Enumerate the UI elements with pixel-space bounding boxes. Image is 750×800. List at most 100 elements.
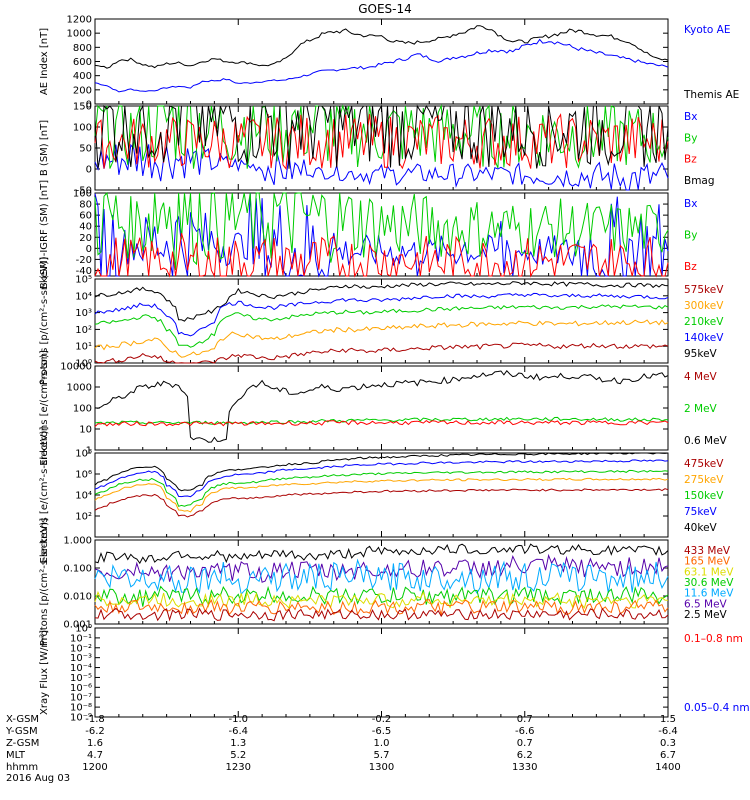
ephemeris-value: -6.2 [85,726,105,737]
legend-0-05-0-4-nm: 0.05–0.4 nm [684,702,750,714]
legend-by: By [684,132,697,144]
ephemeris-value: 1200 [82,762,107,773]
series-40kev [94,488,669,518]
panel-frame [94,365,669,451]
legend-575kev: 575keV [684,284,724,296]
ephemeris-value: -1.0 [228,714,248,725]
series-11-6-mev [94,558,669,596]
ephemeris-value: 6.7 [660,750,676,761]
legend-bx: Bx [684,111,697,123]
y-tick-label: 0.010 [63,592,92,603]
panel-ae: 0 200 400 600 800 1000 1200 AE Index [nT] Kyoto … [39,15,739,111]
y-tick-label: 10⁰ [75,624,92,635]
y-tick-label: 10⁻² [70,643,92,654]
ephemeris-value: 1330 [512,762,537,773]
panel-frame [94,452,669,538]
y-tick-label: 10⁻³ [70,653,92,664]
y-axis-label: Electrons [e/(cm²-s-sr-keV)] [39,426,50,563]
ephemeris-value: 1.3 [230,738,246,749]
y-tick-label: 1 [86,446,92,457]
y-tick-label: 10⁻⁵ [70,673,92,684]
ephemeris-row-label: MLT [6,750,26,761]
panel-electrons1: 1 10 100 1000 10000 Electrons [e/(cm²-s-sr)] 4… [39,350,728,466]
legend-0-6-mev: 0.6 MeV [684,435,728,447]
y-axis-label: Protons [p/(cm²-s-sr-keV)] [39,257,50,385]
y-tick-label: 0 [86,100,92,111]
ephemeris-value: 5.2 [230,750,246,761]
ephemeris-value: 5.7 [374,750,390,761]
series-themis-ae [94,25,669,69]
y-tick-label: 10⁰ [75,359,92,370]
y-tick-label: 400 [73,71,92,82]
y-tick-label: 150 [73,102,92,113]
ephemeris-value: 1230 [226,762,251,773]
series-95kev [94,342,669,364]
y-tick-label: 0 [86,244,92,255]
chart-title: GOES-14 [358,2,412,16]
y-tick-label: 10⁵ [75,275,92,286]
legend-bx: Bx [684,198,697,210]
panel-electrons2: 10² 10⁴ 10⁶ 10⁸ Electrons [e/(cm²-s-sr-keV)]… [39,426,724,563]
ephemeris-row-label: hhmm [6,762,38,773]
legend-bz: Bz [684,154,697,166]
legend-165-mev: 165 MeV [684,556,731,568]
y-tick-label: 10⁻⁴ [70,663,92,674]
ephemeris-value: 1.5 [660,714,676,725]
y-tick-label: 10¹ [75,342,92,353]
legend-4-mev: 4 MeV [684,371,718,383]
y-tick-label: 10³ [75,308,92,319]
series-63-1-mev [94,590,669,609]
ephemeris-value: -1.8 [85,714,105,725]
series-by [94,191,669,271]
ephemeris-value: 0.3 [660,738,676,749]
y-tick-label: 10² [75,512,92,523]
panel-protons: 10⁰ 10¹ 10² 10³ 10⁴ 10⁵ Protons [p/(cm²-s-sr-k… [39,257,724,385]
ephemeris-row-label: Y-GSM [5,726,38,737]
ephemeris-value: -6.6 [515,726,535,737]
ephemeris-row-label: 2016 Aug 03 [6,773,70,784]
legend-kyoto-ae: Kyoto AE [684,24,730,36]
y-tick-label: -20 [76,255,92,266]
legend-275kev: 275keV [684,474,724,486]
series-433-mev [94,607,669,622]
y-tick-label: 10⁻¹ [70,633,92,644]
ephemeris-value: 6.2 [517,750,533,761]
series-30-6-mev [94,585,669,607]
series-210kev [94,304,669,348]
legend-6-5-mev: 6.5 MeV [684,598,728,610]
y-tick-label: 80 [79,200,92,211]
panel-bsm: -50 0 50 100 150 B (SM) [nT] Bx By Bz Bmag [39,102,715,197]
legend-210kev: 210keV [684,316,724,328]
legend-bmag: Bmag [684,175,715,187]
y-tick-label: 10⁸ [75,449,92,460]
legend-75kev: 75keV [684,506,718,518]
y-axis-label: Electrons [e/(cm²-s-sr)] [39,350,50,466]
y-tick-label: -40 [76,266,92,277]
y-tick-label: 10000 [60,362,92,373]
y-tick-label: 10⁻⁶ [70,683,92,694]
ephemeris-value: -0.2 [372,714,392,725]
legend-300kev: 300keV [684,300,724,312]
y-tick-label: 10⁶ [75,470,92,481]
series-kyoto-ae [94,38,669,93]
y-tick-label: 1000 [67,29,92,40]
legend-11-6-mev: 11.6 MeV [684,588,734,600]
series-300kev [94,319,669,358]
series-0-6-mev [94,370,669,443]
y-tick-label: 50 [79,144,92,155]
y-tick-label: 10 [79,425,92,436]
ephemeris-value: -6.4 [658,726,678,737]
legend-475kev: 475keV [684,458,724,470]
y-tick-label: 10⁴ [75,491,92,502]
y-tick-label: -50 [76,186,92,197]
y-axis-label: Xray Flux [W/m²] [39,630,50,715]
y-tick-label: 100 [73,404,92,415]
ephemeris-row-label: X-GSM [6,714,39,725]
panel-protons2: 0.001 0.010 0.100 1.000 Protons [p/(cm²-s-sr… [39,518,734,646]
y-tick-label: 100 [73,123,92,134]
y-tick-label: 10⁻⁷ [70,693,92,704]
series-140kev [94,292,669,337]
series-bx [94,142,669,191]
